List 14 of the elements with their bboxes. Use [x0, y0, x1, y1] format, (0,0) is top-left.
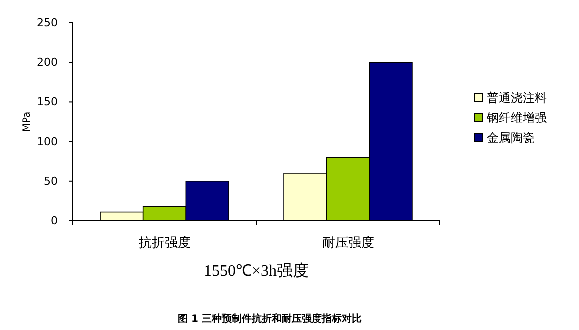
x-tick-label: 抗折强度 — [138, 235, 191, 251]
legend-label: 普通浇注料 — [487, 91, 547, 105]
x-tick-label: 耐压强度 — [322, 235, 374, 251]
y-tick-label: 0 — [51, 214, 58, 228]
legend-label: 金属陶瓷 — [487, 131, 535, 145]
legend-label: 钢纤维增强 — [486, 111, 547, 125]
y-tick-label: 100 — [37, 135, 58, 148]
y-tick-label: 50 — [44, 174, 58, 188]
y-tick-label: 200 — [37, 56, 58, 70]
y-axis-title: MPa — [22, 112, 33, 132]
x-axis-title: 1550℃×3h强度 — [204, 262, 310, 280]
caption: 图 1 三种预制件抗折和耐压强度指标对比 — [178, 313, 362, 325]
y-tick-label: 150 — [37, 96, 58, 109]
y-tick-label: 250 — [37, 16, 58, 30]
